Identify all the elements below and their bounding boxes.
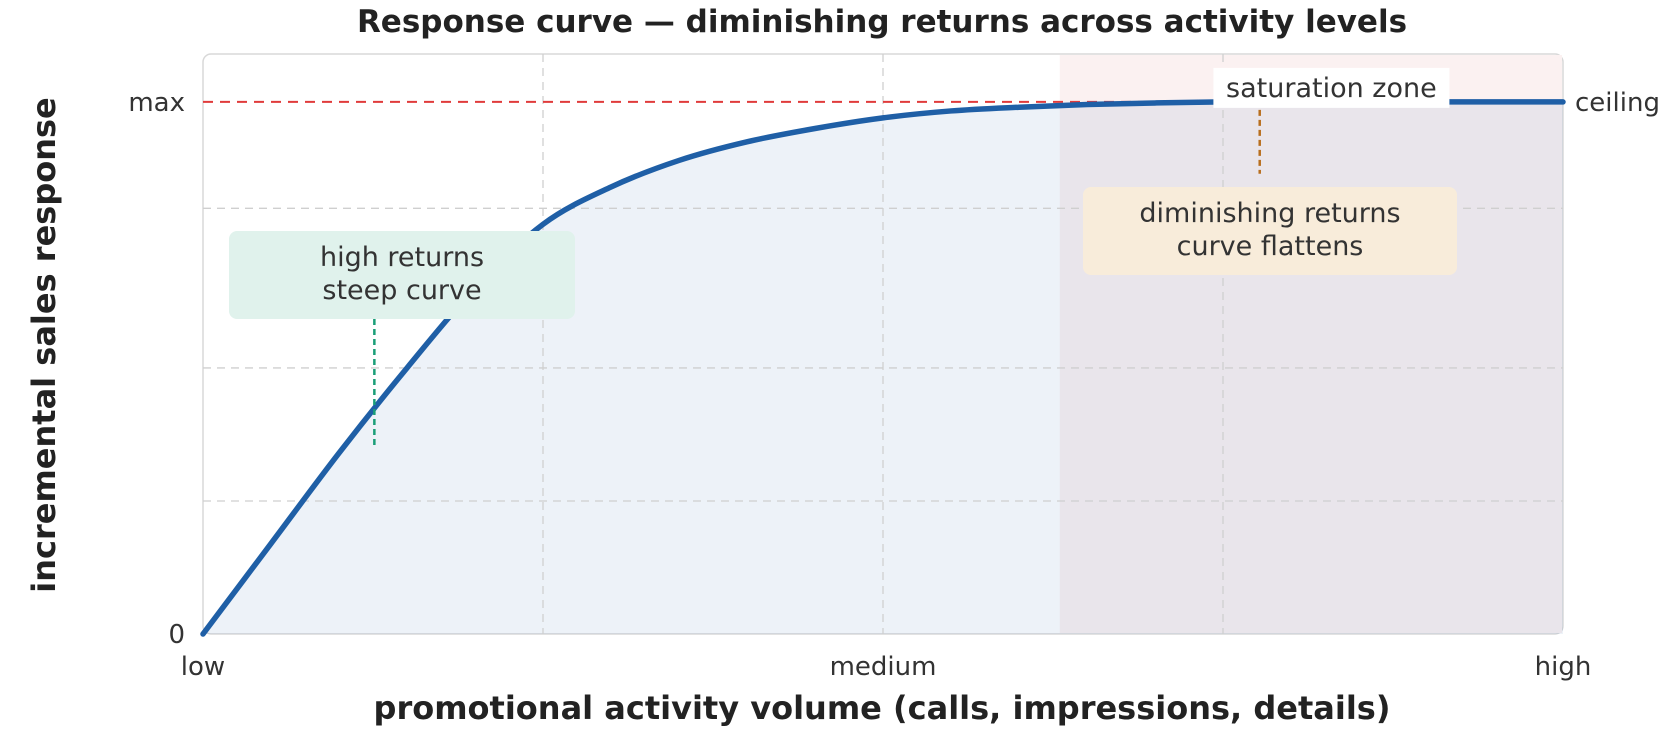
saturation-zone-label-bg (1213, 67, 1450, 108)
y-axis-title: incremental sales response (25, 97, 63, 592)
y-tick-label: max (128, 88, 185, 118)
annotation-box (229, 231, 575, 319)
x-tick-label: high (1535, 652, 1592, 682)
saturation-zone-band (1059, 55, 1562, 633)
saturation-zone-label: saturation zone (1226, 73, 1437, 104)
annotation-text: curve flattens (1177, 231, 1364, 262)
x-axis-title: promotional activity volume (calls, impr… (374, 689, 1391, 727)
x-tick-label: low (181, 652, 225, 682)
annotation-text: diminishing returns (1139, 198, 1400, 229)
annotation-text: high returns (320, 242, 484, 273)
annotation-box (1083, 187, 1457, 275)
chart-title: Response curve — diminishing returns acr… (357, 4, 1407, 40)
x-tick-label: medium (830, 652, 937, 682)
y-tick-label: 0 (168, 620, 185, 650)
annotation-text: steep curve (322, 275, 481, 306)
ceiling-label: ceiling (1575, 88, 1660, 118)
